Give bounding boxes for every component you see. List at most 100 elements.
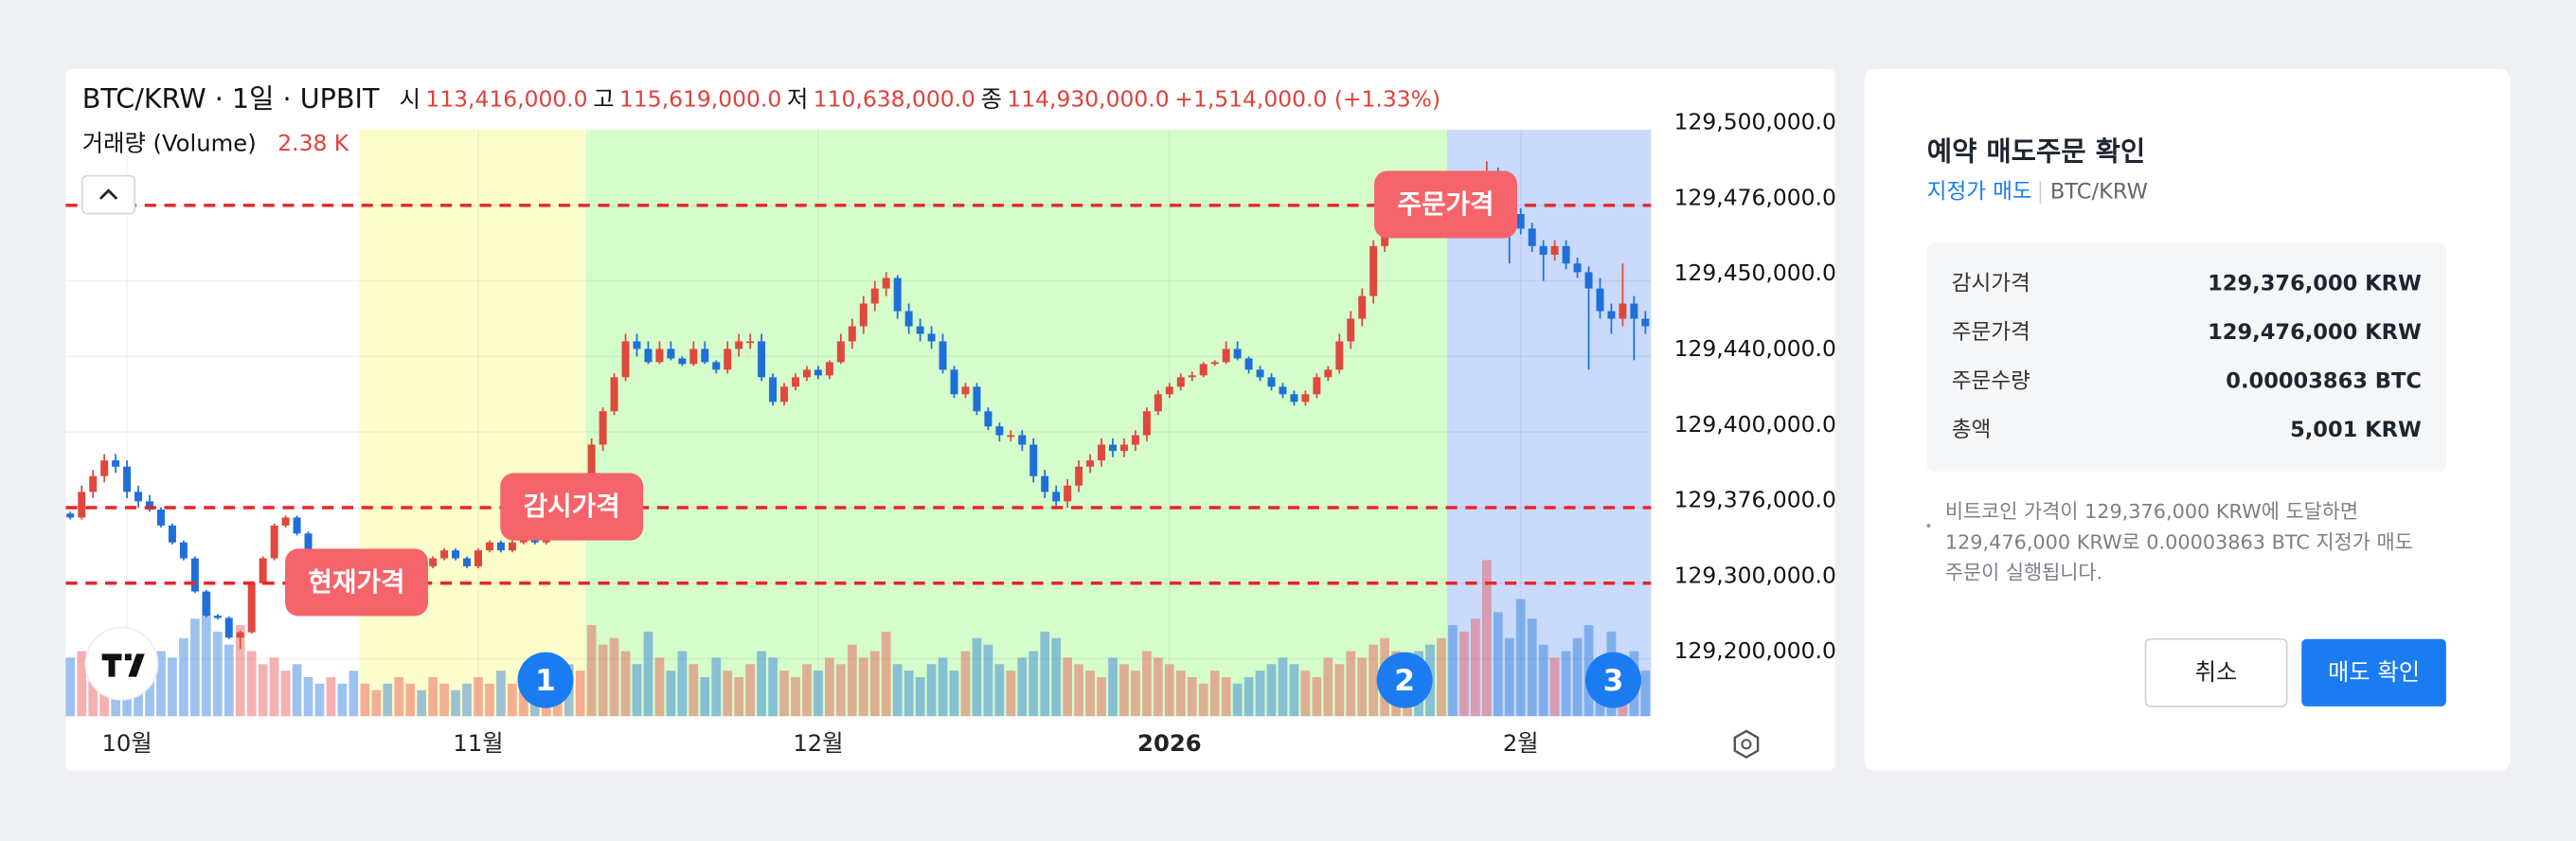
volume-bar [1029,651,1039,717]
candle-body [1188,375,1196,378]
volume-bar [326,677,336,717]
candle-body [1641,318,1650,327]
candle-body [224,617,233,638]
candle-body [156,510,165,526]
volume-bar [462,683,472,717]
volume-bar [666,671,676,717]
volume-bar [1209,671,1220,717]
row-value: 129,376,000 KRW [2208,272,2422,296]
volume-bar [1481,560,1492,717]
volume-bar [1323,657,1333,717]
volume-bar [1108,657,1118,717]
price-label: 현재가격 [308,566,404,598]
candle-body [123,466,132,492]
candle-body [1596,288,1604,312]
volume-bar [836,664,846,717]
volume-bar [1515,599,1526,717]
volume-bar [383,683,393,717]
candle-body [463,558,472,566]
volume-bar [258,664,268,717]
candle-body [1119,444,1128,452]
candle-body [1358,295,1367,319]
candle-body [973,386,981,412]
volume-bar [1346,651,1356,717]
cancel-label[interactable]: 취소 [2195,658,2238,686]
candle-body [870,288,879,304]
price-label-box [285,548,428,617]
candle-body [1052,492,1061,502]
step-number: 1 [535,664,556,698]
volume-bar [1232,683,1243,717]
volume-bar [734,677,744,717]
candle-body [893,277,902,312]
volume-bar [802,664,812,717]
candle-body [769,377,778,403]
volume-bar [1255,671,1265,717]
volume-bar [1074,664,1083,717]
volume-bar [677,651,688,717]
step-marker [1376,652,1433,708]
candle-body [848,326,856,342]
candle-body [780,386,789,403]
ohlc-key: 저 [787,85,808,113]
candle-body [995,426,1004,436]
dialog-title: 예약 매도주문 확인 [1927,134,2145,167]
cancel-button[interactable] [2144,637,2288,707]
candle-body [724,349,732,370]
collapse-button[interactable] [80,174,136,215]
zone [585,130,1447,717]
volume-bar [145,664,154,717]
volume-bar [643,631,653,717]
candle-body [1324,369,1333,378]
candle-body [89,475,98,492]
ohlc-key: 종 [981,85,1002,113]
candle-body [247,582,256,633]
note-line: 129,476,000 KRW로 0.00003863 BTC 지정가 매도 [1945,530,2413,553]
settings-icon[interactable] [1733,729,1760,760]
candle-body [508,542,516,551]
row-label: 총액 [1952,418,1991,442]
price-label-box [500,473,644,541]
volume-bar [745,664,756,717]
candle-body [1244,358,1253,370]
volume-bar [609,637,619,717]
volume-bar [1063,657,1073,717]
volume-bar [1131,671,1140,717]
confirm-button[interactable] [2301,638,2446,707]
volume-label: 거래량 (Volume) [82,130,257,157]
y-tick-label: 129,300,000.0 [1674,562,1836,588]
candle-body [701,349,709,363]
volume-bar [314,683,325,717]
volume-bar [1561,651,1571,717]
volume-bar [1640,671,1651,717]
volume-bar [847,644,857,717]
volume-bar [246,651,257,717]
ohlc-value: 113,416,000.0 [425,85,587,112]
x-tick-label: 2월 [1503,729,1539,757]
volume-bar [1504,637,1514,717]
ohlc-key: 시 [400,85,420,113]
candle-body [859,303,868,327]
volume-bar [190,618,200,717]
ohlc-value: 110,638,000.0 [814,85,975,112]
logo-mark [101,653,145,677]
volume-bar [303,677,313,717]
volume-bar [1051,637,1062,717]
candle-body [168,525,176,543]
candle-body [1584,272,1593,289]
volume-bar [485,683,494,717]
volume-bar [1085,671,1095,717]
y-tick-label: 129,400,000.0 [1674,411,1836,438]
candle-body [304,533,313,559]
candle-body [1007,435,1015,438]
volume-bar [224,644,234,717]
confirm-label[interactable]: 매도 확인 [2328,658,2420,686]
candle-body [802,369,811,378]
summary-box [1926,242,2446,472]
candle-body [814,369,822,376]
candle-body [825,362,833,376]
volume-bar [1164,664,1174,717]
change: +1,514,000.0 (+1.33%) [1174,85,1440,112]
step-number: 2 [1394,664,1415,698]
bullet [1926,523,1931,528]
